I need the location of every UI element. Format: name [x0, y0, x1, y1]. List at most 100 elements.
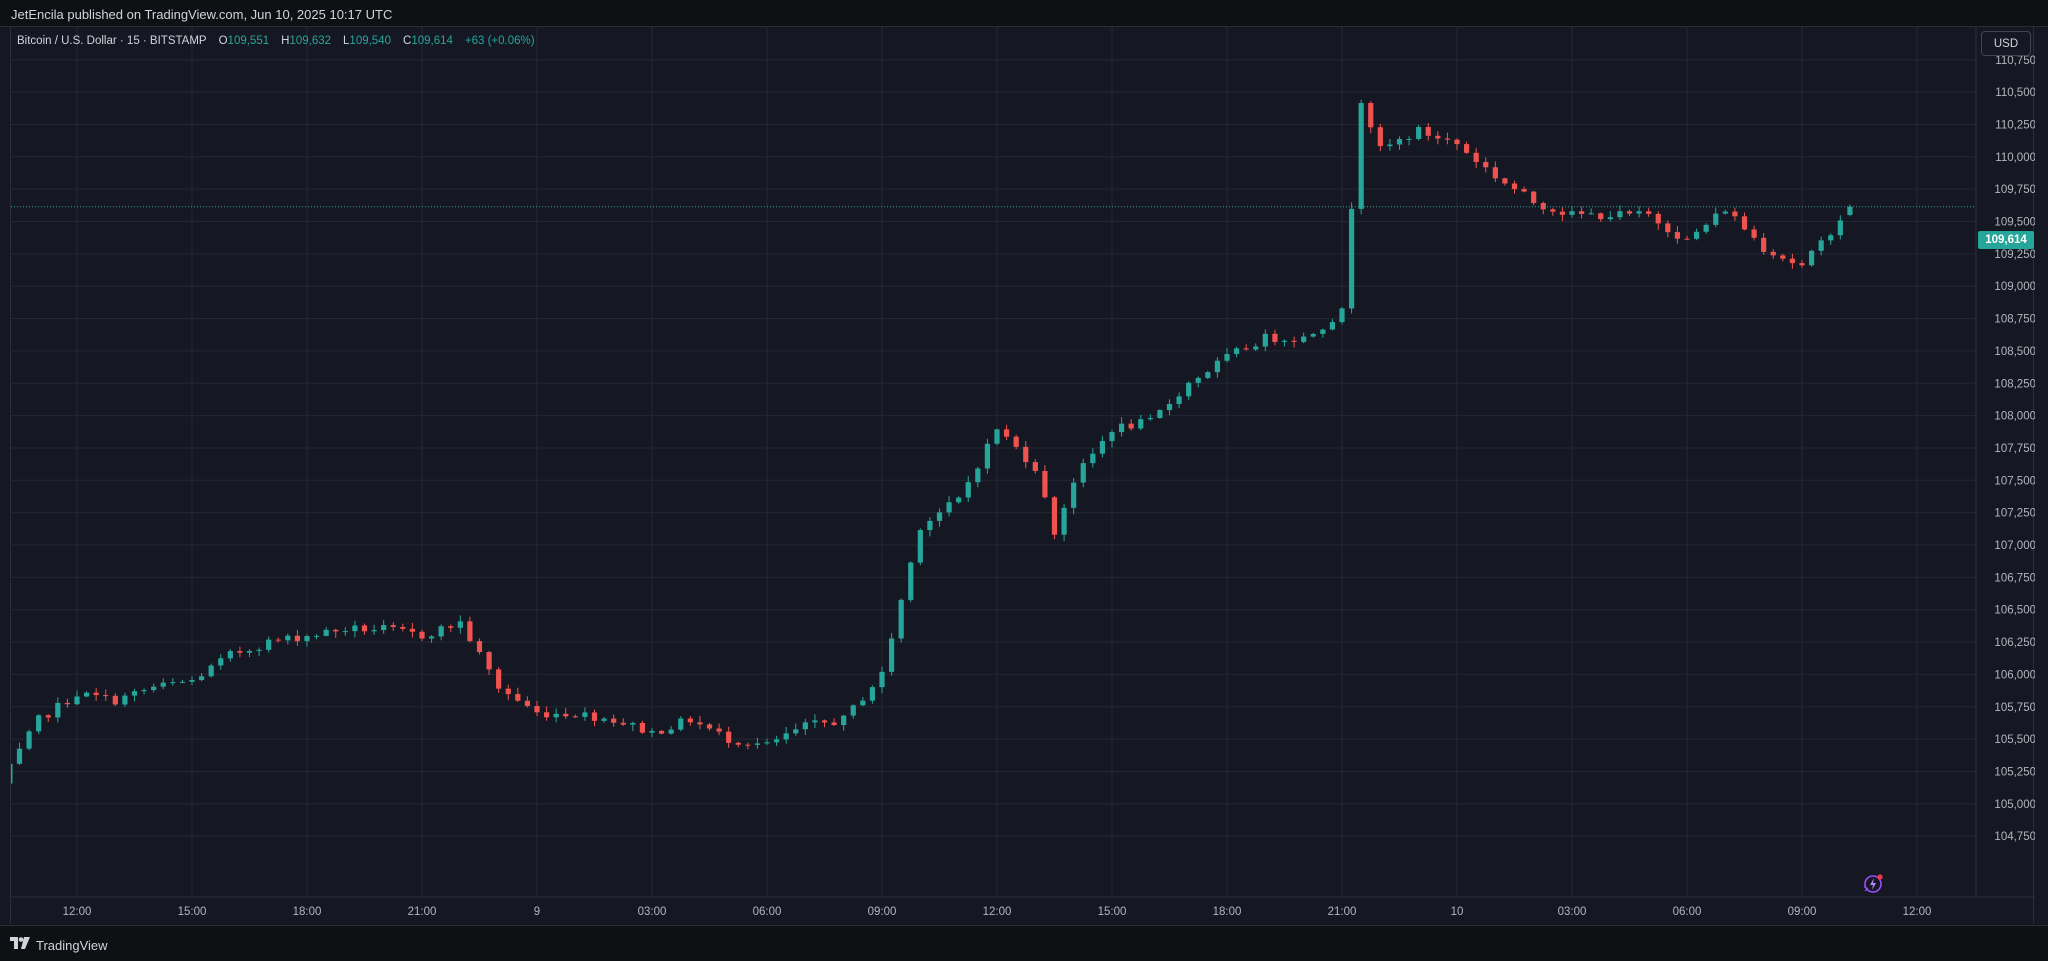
- candle-body: [448, 626, 454, 628]
- candle-body: [591, 712, 598, 721]
- candle-body: [1147, 417, 1153, 420]
- candle-body: [1540, 203, 1546, 210]
- candle-body: [1693, 231, 1700, 239]
- open-group: O109,551: [219, 35, 277, 47]
- candle-body: [1320, 329, 1326, 334]
- candle-body: [515, 694, 521, 701]
- candle-body: [64, 702, 71, 705]
- chart-canvas[interactable]: 104,750 105,000 105,250 105,500 105,750 106,0…: [11, 27, 2035, 924]
- candle-body: [1109, 432, 1115, 442]
- candle-body: [1761, 237, 1767, 252]
- candle-body: [323, 629, 329, 636]
- y-axis-label: 105,750: [1994, 702, 2035, 714]
- candle-body: [16, 748, 23, 764]
- candle-body: [1339, 308, 1345, 323]
- candle-body: [1051, 497, 1058, 535]
- y-axis-label: 106,500: [1994, 605, 2035, 617]
- y-axis-label: 108,500: [1994, 346, 2035, 358]
- y-axis-label: 104,750: [1994, 831, 2035, 843]
- symbol-title[interactable]: Bitcoin / U.S. Dollar · 15 · BITSTAMP: [17, 35, 207, 47]
- brand-link[interactable]: TradingView: [10, 936, 108, 954]
- y-axis-label: 108,250: [1994, 378, 2035, 390]
- candle-body: [1636, 211, 1642, 214]
- candle-body: [1396, 139, 1403, 145]
- candle-body: [198, 676, 205, 681]
- candle-body: [1473, 152, 1479, 163]
- candle-body: [687, 718, 693, 723]
- candle-body: [285, 635, 291, 641]
- chart-pane[interactable]: 104,750 105,000 105,250 105,500 105,750 106,0…: [10, 27, 2035, 924]
- candle-body: [1310, 333, 1316, 337]
- candle-body: [160, 682, 166, 687]
- currency-button[interactable]: USD: [1981, 31, 2031, 56]
- candle-body: [726, 731, 732, 743]
- candle-body: [36, 715, 42, 732]
- candle-body: [658, 730, 665, 734]
- candle-body: [927, 520, 933, 531]
- x-axis-label: 12:00: [1903, 906, 1932, 918]
- y-axis-label: 105,000: [1994, 799, 2035, 811]
- candle-body: [1157, 410, 1163, 418]
- candle-body: [572, 716, 578, 718]
- candle-body: [1483, 162, 1489, 168]
- candle-body: [476, 641, 483, 653]
- candle-body: [793, 729, 799, 734]
- candle-body: [1550, 209, 1556, 212]
- candle-body: [965, 482, 971, 498]
- candle-body: [246, 650, 253, 653]
- candle-body: [735, 742, 741, 745]
- candle-body: [697, 722, 703, 725]
- y-axis-label: 107,000: [1994, 540, 2035, 552]
- candle-body: [11, 763, 13, 784]
- x-axis-label: 09:00: [1788, 906, 1817, 918]
- candle-body: [1080, 463, 1086, 483]
- candle-body: [1195, 377, 1201, 383]
- candle-body: [821, 720, 828, 723]
- candle-body: [1578, 211, 1585, 214]
- candle-body: [1358, 103, 1364, 209]
- candle-body: [611, 718, 617, 723]
- x-axis-label: 03:00: [638, 906, 667, 918]
- candle-body: [1732, 211, 1738, 217]
- candle-body: [112, 695, 118, 705]
- x-axis-label: 09:00: [868, 906, 897, 918]
- candle-body: [1511, 183, 1518, 190]
- tradingview-logo-icon: [10, 936, 30, 954]
- candle-body: [496, 669, 502, 689]
- candle-body: [524, 700, 531, 706]
- candle-body: [371, 630, 377, 632]
- candle-body: [1416, 127, 1422, 139]
- candle-body: [218, 658, 224, 666]
- candle-body: [1789, 258, 1796, 264]
- open-label: O: [218, 35, 228, 47]
- lightning-spark-icon[interactable]: [1862, 873, 1884, 900]
- candle-body: [409, 628, 416, 632]
- candle-body: [994, 429, 1000, 444]
- candle-body: [1684, 238, 1690, 240]
- candle-body: [361, 625, 368, 632]
- candle-body: [1531, 191, 1537, 204]
- candle-body: [1224, 353, 1230, 361]
- candle-body: [601, 718, 607, 721]
- candle-body: [1703, 224, 1709, 232]
- candle-body: [1176, 396, 1182, 404]
- candle-body: [764, 742, 770, 744]
- candle-body: [860, 700, 866, 706]
- candle-body: [170, 682, 176, 684]
- candle-body: [869, 687, 876, 701]
- candle-body: [1588, 213, 1594, 215]
- x-axis-label: 9: [534, 906, 540, 918]
- candle-body: [908, 562, 914, 600]
- candle-body: [1042, 470, 1048, 498]
- high-value: 109,632: [289, 35, 332, 47]
- candle-body: [1032, 462, 1038, 471]
- x-axis-label: 15:00: [1098, 906, 1127, 918]
- candle-body: [649, 730, 655, 733]
- candle-body: [639, 722, 646, 733]
- open-value: 109,551: [227, 35, 270, 47]
- candle-body: [1061, 507, 1067, 535]
- x-axis-label: 15:00: [178, 906, 207, 918]
- candle-body: [620, 722, 626, 725]
- candle-body: [1607, 217, 1613, 220]
- candle-body: [630, 722, 636, 725]
